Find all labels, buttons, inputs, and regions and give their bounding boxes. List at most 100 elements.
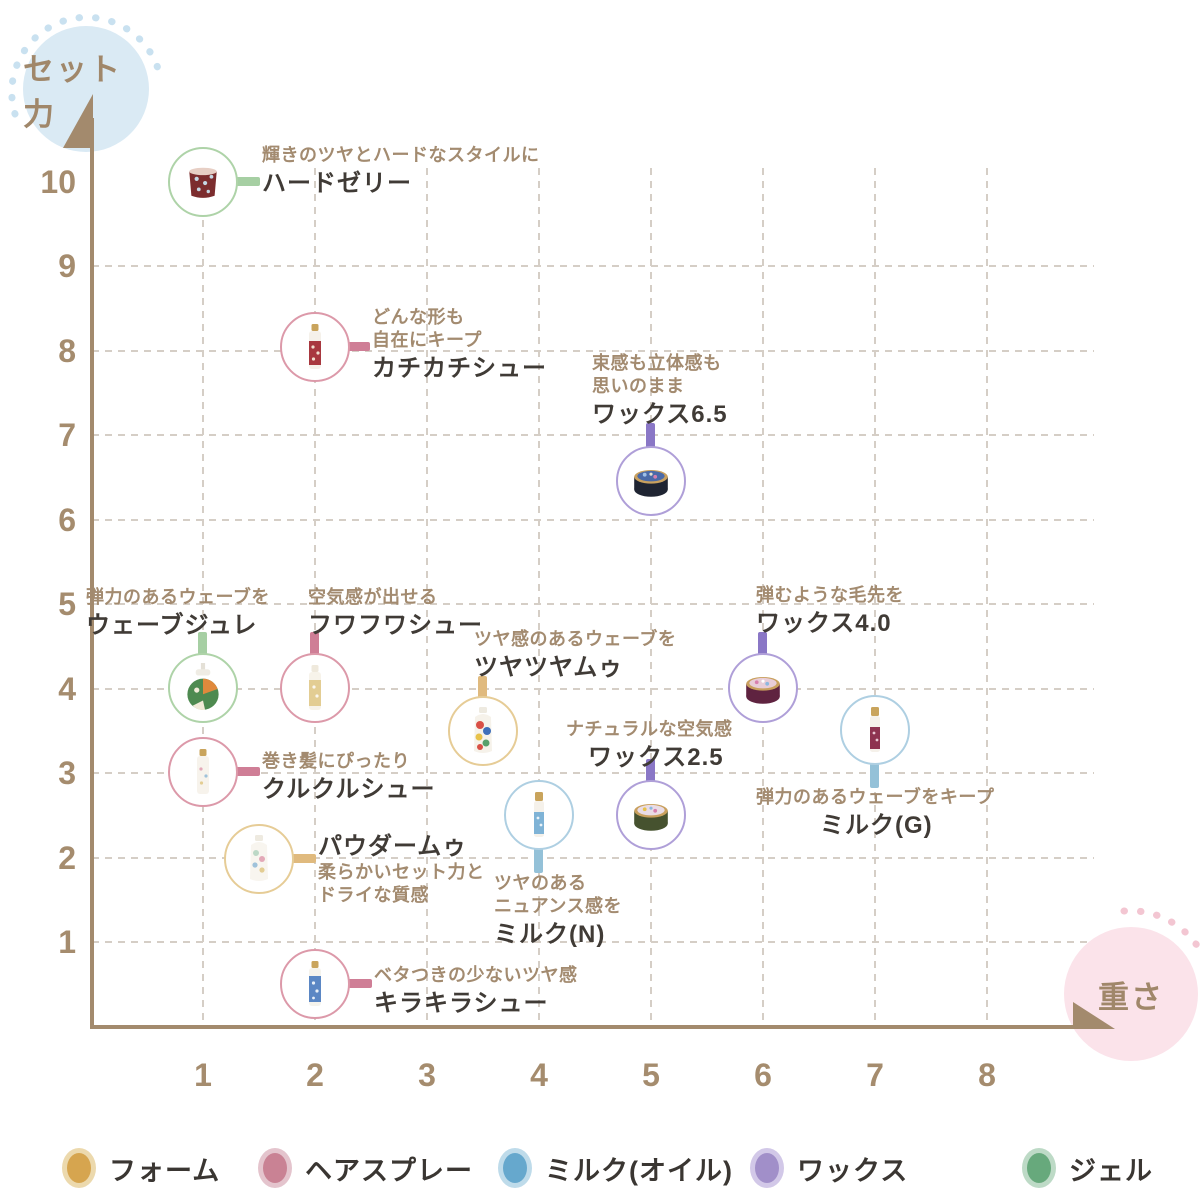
product-tagline: 自在にキープ	[372, 330, 482, 350]
x-tick: 8	[978, 1057, 996, 1093]
product-tagline: 弾力のあるウェーブを	[86, 587, 270, 607]
x-tick: 1	[194, 1057, 212, 1093]
spray-bottle-icon	[309, 961, 321, 1006]
wax-dot-icon	[750, 1148, 784, 1188]
milk-tube-icon	[870, 707, 880, 752]
product-point	[280, 312, 350, 382]
product-point	[840, 695, 910, 765]
product-tagline: 思いのまま	[592, 376, 685, 396]
product-tagline: ドライな質感	[318, 885, 429, 905]
product-label: 巻き髪にぴったり クルクルシュー	[262, 750, 436, 804]
product-point	[448, 696, 518, 766]
foam-bottle-icon	[250, 835, 268, 881]
product-tagline: 弾力のあるウェーブをキープ	[756, 787, 995, 807]
foam-dot-icon	[62, 1148, 96, 1188]
product-label: ベタつきの少ないツヤ感 キラキラシュー	[374, 964, 578, 1018]
product-tagline: 弾むような毛先を	[756, 585, 904, 605]
legend-label: フォーム	[109, 1155, 221, 1186]
connector	[534, 847, 543, 873]
y-tick: 10	[40, 164, 76, 200]
milk-tube-icon	[534, 792, 544, 837]
connector	[236, 767, 260, 776]
x-axis-arrow-icon	[1073, 1002, 1115, 1029]
product-label: 空気感が出せる フワフワシュー	[308, 586, 483, 640]
product-point	[728, 653, 798, 723]
x-tick: 2	[306, 1057, 324, 1093]
legend-label: ヘアスプレー	[305, 1155, 473, 1186]
connector	[348, 979, 372, 988]
product-name: カチカチシュー	[372, 355, 547, 382]
product-point	[168, 147, 238, 217]
legend-item-foam: フォーム	[62, 1148, 220, 1188]
product-tagline: ナチュラルな空気感	[566, 719, 733, 739]
connector	[758, 632, 767, 656]
x-tick: 5	[642, 1057, 660, 1093]
product-tagline: 柔らかいセット力と	[318, 862, 485, 882]
legend-label: ジェル	[1069, 1155, 1153, 1186]
product-tagline: ツヤ感のあるウェーブを	[474, 629, 677, 649]
y-tick: 7	[58, 417, 76, 453]
x-bubble-dotted-arc	[1120, 907, 1200, 958]
y-tick: 5	[58, 586, 76, 622]
y-tick: 4	[58, 671, 76, 707]
product-tagline: ツヤのある	[494, 873, 587, 893]
gel-dot-icon	[1022, 1148, 1056, 1188]
connector	[198, 632, 207, 656]
product-name: ハードゼリー	[262, 170, 412, 197]
y-tick: 6	[58, 502, 76, 538]
product-name: パウダームゥ	[318, 833, 468, 860]
product-name: ミルク(N)	[494, 921, 606, 948]
product-label: 弾力のあるウェーブをキープ ミルク(G)	[756, 786, 994, 840]
product-name: キラキラシュー	[374, 990, 549, 1017]
x-axis-label-bubble: 重さ	[1064, 927, 1198, 1061]
product-name: ワックス4.0	[756, 610, 892, 637]
product-label: ナチュラルな空気感 ワックス2.5	[566, 718, 733, 772]
y-tick: 1	[58, 924, 76, 960]
product-tagline: 空気感が出せる	[308, 587, 438, 607]
connector	[236, 177, 260, 186]
x-tick: 3	[418, 1057, 436, 1093]
product-label: 弾力のあるウェーブを ウェーブジュレ	[86, 586, 270, 640]
spray-bottle-icon	[197, 749, 209, 794]
product-label: 弾むような毛先を ワックス4.0	[756, 584, 904, 638]
y-tick: 2	[58, 840, 76, 876]
spray-bottle-icon	[309, 324, 321, 369]
y-axis-label: セット力	[23, 52, 122, 132]
y-tick: 9	[58, 248, 76, 284]
product-label: どんな形も 自在にキープ カチカチシュー	[372, 306, 547, 383]
hairspray-dot-icon	[258, 1148, 292, 1188]
y-bubble-dotted-arc	[8, 13, 164, 118]
product-name: ワックス6.5	[592, 401, 728, 428]
jelly-jar-icon	[189, 167, 217, 198]
y-tick: 8	[58, 333, 76, 369]
wax-jar-icon	[746, 676, 780, 704]
product-point	[616, 446, 686, 516]
product-label: ツヤ感のあるウェーブを ツヤツヤムゥ	[474, 628, 676, 682]
product-label: 束感も立体感も 思いのまま ワックス6.5	[592, 352, 728, 429]
product-point	[504, 780, 574, 850]
legend-item-wax: ワックス	[750, 1148, 908, 1188]
legend-label: ミルク(オイル)	[545, 1155, 733, 1186]
connector	[348, 342, 370, 351]
product-tagline: 束感も立体感も	[592, 353, 722, 373]
spray-bottle-icon	[309, 665, 321, 710]
y-axis-label-bubble: セット力	[23, 26, 149, 152]
product-label: ツヤのある ニュアンス感を ミルク(N)	[494, 872, 622, 949]
product-point	[280, 653, 350, 723]
connector	[646, 759, 655, 783]
x-tick: 7	[866, 1057, 884, 1093]
legend-item-gel: ジェル	[1022, 1148, 1153, 1188]
product-point	[280, 949, 350, 1019]
foam-bottle-icon	[474, 707, 492, 753]
product-point	[224, 824, 294, 894]
y-axis-arrow-icon	[63, 94, 93, 148]
product-name: ミルク(G)	[820, 812, 933, 839]
connector	[646, 423, 655, 449]
product-tagline: 巻き髪にぴったり	[262, 751, 410, 771]
product-label: パウダームゥ 柔らかいセット力と ドライな質感	[318, 832, 485, 907]
wax-jar-icon	[634, 803, 668, 831]
product-name: フワフワシュー	[308, 612, 483, 639]
x-axis-label: 重さ	[1098, 979, 1164, 1015]
